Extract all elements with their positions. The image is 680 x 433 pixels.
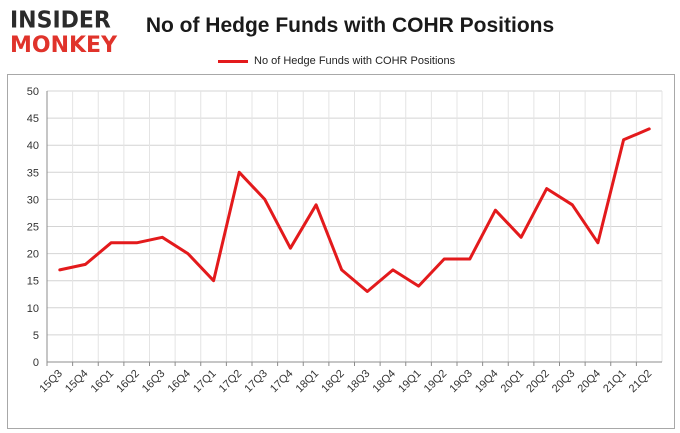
x-tick-label: 20Q3 bbox=[550, 368, 578, 396]
x-tick-label: 16Q1 bbox=[89, 368, 117, 396]
data-point bbox=[237, 171, 241, 174]
x-tick-label: 18Q2 bbox=[319, 368, 347, 396]
data-point bbox=[109, 241, 113, 244]
y-tick-label: 0 bbox=[33, 357, 39, 369]
data-point bbox=[622, 138, 625, 141]
y-tick-label: 30 bbox=[27, 194, 39, 206]
data-point bbox=[84, 263, 87, 266]
chart-title: No of Hedge Funds with COHR Positions bbox=[145, 14, 555, 37]
data-point bbox=[596, 241, 600, 244]
x-tick-label: 18Q3 bbox=[345, 368, 373, 396]
chart-legend: No of Hedge Funds with COHR Positions bbox=[218, 55, 455, 67]
x-tick-label: 16Q3 bbox=[140, 368, 168, 396]
data-point bbox=[494, 209, 497, 212]
x-tick-label: 17Q2 bbox=[217, 368, 245, 396]
data-point bbox=[417, 284, 420, 288]
chart-frame bbox=[7, 74, 675, 429]
data-point bbox=[366, 290, 369, 293]
x-tick-label: 20Q2 bbox=[524, 368, 552, 396]
data-point bbox=[340, 268, 343, 272]
x-tick-label: 16Q4 bbox=[166, 368, 194, 396]
data-point bbox=[391, 268, 395, 272]
x-tick-label: 18Q1 bbox=[294, 368, 322, 396]
data-point bbox=[212, 279, 215, 282]
insider-monkey-logo: INSIDER MONKEY bbox=[8, 6, 130, 58]
legend-label: No of Hedge Funds with COHR Positions bbox=[254, 55, 456, 67]
y-tick-label: 50 bbox=[27, 86, 39, 98]
x-tick-label: 21Q1 bbox=[601, 368, 629, 396]
x-tick-label: 19Q3 bbox=[447, 368, 475, 396]
x-tick-label: 21Q2 bbox=[627, 368, 655, 396]
y-tick-label: 40 bbox=[27, 140, 39, 152]
data-point bbox=[186, 252, 190, 255]
x-tick-label: 15Q3 bbox=[37, 368, 65, 396]
x-tick-label: 20Q1 bbox=[499, 368, 527, 396]
x-tick-label: 17Q4 bbox=[268, 368, 296, 396]
data-point bbox=[545, 187, 548, 190]
x-tick-label: 18Q4 bbox=[371, 368, 399, 396]
data-point bbox=[289, 246, 292, 250]
data-point bbox=[468, 257, 472, 261]
x-tick-label: 20Q4 bbox=[576, 368, 604, 396]
data-point bbox=[135, 241, 138, 244]
y-tick-label: 10 bbox=[27, 303, 39, 315]
y-tick-label: 15 bbox=[27, 276, 39, 288]
legend-swatch bbox=[218, 59, 248, 63]
x-tick-label: 16Q2 bbox=[114, 368, 142, 396]
y-tick-label: 5 bbox=[33, 330, 39, 342]
x-tick-label: 15Q4 bbox=[63, 368, 91, 396]
data-point bbox=[161, 236, 164, 239]
data-point bbox=[263, 198, 267, 201]
x-tick-label: 17Q3 bbox=[242, 368, 270, 396]
x-tick-label: 17Q1 bbox=[191, 368, 219, 396]
x-tick-label: 19Q4 bbox=[473, 368, 501, 396]
x-tick-label: 19Q1 bbox=[396, 368, 424, 396]
data-point bbox=[442, 257, 446, 261]
data-point bbox=[647, 127, 651, 131]
data-point bbox=[519, 236, 523, 239]
y-tick-label: 25 bbox=[27, 222, 39, 234]
data-point bbox=[314, 203, 318, 207]
y-tick-label: 20 bbox=[27, 249, 39, 261]
x-tick-label: 19Q2 bbox=[422, 368, 450, 396]
data-point bbox=[58, 268, 62, 272]
data-point bbox=[571, 203, 574, 207]
logo-line-insider: INSIDER bbox=[10, 7, 111, 34]
series-line bbox=[58, 127, 651, 293]
y-tick-label: 35 bbox=[27, 167, 39, 179]
logo-line-monkey: MONKEY bbox=[10, 33, 118, 58]
y-tick-label: 45 bbox=[27, 113, 39, 125]
